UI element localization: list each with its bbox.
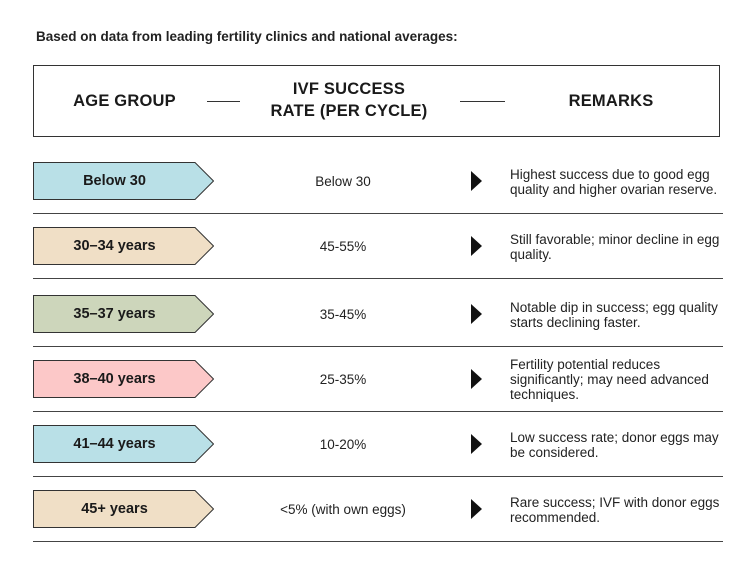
tag-shape	[33, 425, 214, 463]
header-divider	[460, 101, 505, 102]
table-row: 35–37 years 35-45% Notable dip in succes…	[33, 282, 723, 347]
success-rate: <5% (with own eggs)	[280, 502, 406, 517]
table-row: Below 30 Below 30 Highest success due to…	[33, 149, 723, 214]
header-divider	[207, 101, 240, 102]
age-label: 45+ years	[81, 501, 148, 517]
tag-shape	[33, 295, 214, 333]
age-label: 38–40 years	[73, 371, 156, 387]
remark-text: Low success rate; donor eggs may be cons…	[510, 429, 719, 460]
table-row: 30–34 years 45-55% Still favorable; mino…	[33, 214, 723, 279]
table-row: 38–40 years 25-35% Fertility potential r…	[33, 347, 723, 412]
header-age-group: AGE GROUP	[73, 92, 176, 110]
success-rate: 25-35%	[319, 372, 367, 387]
header-rate-line2: RATE (PER CYCLE)	[270, 102, 428, 120]
arrow-right-icon	[471, 236, 482, 256]
row-divider	[33, 541, 723, 542]
header-remarks: REMARKS	[568, 92, 654, 110]
remark-text: Rare success; IVF with donor eggs recomm…	[510, 494, 720, 525]
age-tag: 41–44 years	[33, 425, 214, 463]
arrow-right-icon	[471, 499, 482, 519]
table-header: AGE GROUP IVF SUCCESS RATE (PER CYCLE) R…	[33, 65, 720, 137]
age-tag: 38–40 years	[33, 360, 214, 398]
arrow-right-icon	[471, 369, 482, 389]
success-rate: 10-20%	[319, 437, 367, 452]
header-success-rate: IVF SUCCESS RATE (PER CYCLE)	[254, 78, 444, 122]
success-rate: 35-45%	[319, 307, 367, 322]
row-divider	[33, 476, 723, 477]
row-divider	[33, 411, 723, 412]
tag-shape	[33, 227, 214, 265]
arrow-right-icon	[471, 304, 482, 324]
remark-text: Highest success due to good egg quality …	[510, 166, 718, 197]
tag-shape	[33, 162, 214, 200]
arrow-right-icon	[471, 434, 482, 454]
remark-text: Notable dip in success; egg quality star…	[510, 299, 718, 330]
success-rate: 45-55%	[319, 239, 367, 254]
age-tag: 35–37 years	[33, 295, 214, 333]
age-label: 30–34 years	[73, 238, 156, 254]
age-label: 35–37 years	[73, 306, 156, 322]
row-divider	[33, 346, 723, 347]
remark-text: Fertility potential reduces significantl…	[510, 357, 709, 402]
arrow-right-icon	[471, 171, 482, 191]
row-divider	[33, 278, 723, 279]
remark-text: Still favorable; minor decline in egg qu…	[510, 231, 720, 262]
table-row: 41–44 years 10-20% Low success rate; don…	[33, 412, 723, 477]
age-tag: 30–34 years	[33, 227, 214, 265]
row-divider	[33, 213, 723, 214]
tag-shape	[33, 490, 214, 528]
age-label: 41–44 years	[73, 436, 156, 452]
success-rate: Below 30	[315, 174, 371, 189]
age-tag: 45+ years	[33, 490, 214, 528]
intro-text: Based on data from leading fertility cli…	[36, 29, 458, 44]
tag-shape	[33, 360, 214, 398]
age-tag: Below 30	[33, 162, 214, 200]
table-row: 45+ years <5% (with own eggs) Rare succe…	[33, 477, 723, 542]
age-label: Below 30	[83, 173, 146, 189]
header-rate-line1: IVF SUCCESS	[292, 80, 406, 98]
